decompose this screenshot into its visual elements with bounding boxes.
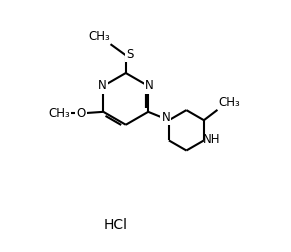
Text: O: O [77,107,86,119]
Text: CH₃: CH₃ [48,107,70,119]
Text: N: N [162,111,170,124]
Text: HCl: HCl [104,217,128,232]
Text: NH: NH [203,133,220,146]
Text: N: N [98,79,107,92]
Text: CH₃: CH₃ [88,30,110,43]
Text: N: N [145,79,154,92]
Text: S: S [127,48,134,60]
Text: CH₃: CH₃ [219,96,240,109]
